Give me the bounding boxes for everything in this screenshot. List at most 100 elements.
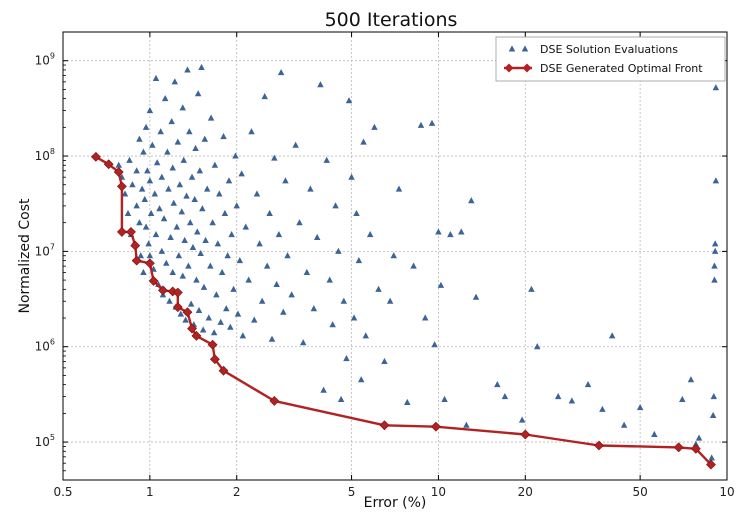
scatter-point	[534, 343, 541, 350]
scatter-point	[239, 332, 247, 339]
optimal-front-point	[148, 275, 159, 286]
scatter-point	[191, 195, 198, 203]
scatter-point	[518, 416, 526, 423]
plot-area	[62, 31, 728, 481]
scatter-point	[357, 376, 365, 383]
scatter-point	[258, 297, 266, 304]
scatter-series	[115, 63, 720, 466]
scatter-point	[141, 195, 148, 203]
scatter-point	[195, 306, 203, 313]
scatter-point	[310, 305, 318, 312]
y-axis-ticks: 105 106 107 108 109	[35, 31, 727, 481]
scatter-point	[136, 135, 143, 142]
x-tick-label: 5	[348, 485, 356, 499]
scatter-point	[245, 276, 252, 283]
scatter-point	[710, 392, 718, 400]
scatter-point	[263, 262, 271, 269]
legend-label-evaluations: DSE Solution Evaluations	[540, 43, 678, 56]
scatter-point	[178, 208, 186, 215]
scatter-point	[151, 190, 159, 197]
scatter-point	[390, 252, 397, 259]
scatter-point	[692, 440, 700, 447]
scatter-point	[528, 285, 535, 292]
scatter-point	[221, 209, 229, 216]
scatter-point	[431, 341, 438, 348]
optimal-front-point	[269, 396, 280, 406]
optimal-front-point	[113, 167, 124, 177]
legend: DSE Solution Evaluations DSE Generated O…	[495, 36, 726, 82]
scatter-point	[360, 138, 367, 145]
scatter-point	[568, 397, 576, 404]
scatter-point	[711, 240, 719, 247]
optimal-front-point	[126, 226, 136, 237]
scatter-point	[233, 202, 240, 209]
scatter-point	[192, 144, 199, 152]
scatter-point	[687, 376, 695, 383]
scatter-point	[317, 81, 324, 88]
x-axis-ticks: 0.5 1 2 5 10 20 50 10	[53, 32, 735, 499]
scatter-point	[126, 156, 133, 163]
optimal-front-point	[209, 354, 220, 365]
scatter-point	[428, 119, 436, 126]
scatter-point	[203, 185, 211, 192]
y-axis-label: Normalized Cost	[17, 198, 33, 313]
scatter-point	[207, 114, 215, 121]
scatter-point	[199, 326, 207, 333]
scatter-point	[181, 236, 188, 244]
scatter-point	[608, 332, 616, 339]
legend-box	[495, 36, 726, 82]
scatter-point	[163, 259, 170, 266]
scatter-point	[447, 230, 454, 238]
optimal-front-point	[187, 323, 197, 334]
scatter-point	[115, 161, 122, 168]
scatter-point	[220, 132, 227, 140]
scatter-point	[171, 78, 179, 85]
scatter-point	[599, 405, 606, 412]
optimal-front-point	[172, 287, 183, 298]
scatter-point	[410, 262, 417, 269]
scatter-point	[193, 276, 200, 283]
scatter-point	[184, 66, 191, 73]
scatter-point	[266, 209, 273, 216]
grid	[63, 32, 727, 480]
scatter-point	[199, 205, 206, 212]
scatter-point	[160, 215, 168, 222]
scatter-point	[124, 209, 132, 216]
scatter-point	[277, 69, 285, 76]
legend-triangle	[521, 45, 529, 52]
scatter-point	[197, 249, 204, 257]
optimal-front-point	[90, 151, 101, 162]
scatter-point	[214, 240, 222, 247]
scatter-point	[137, 252, 145, 259]
scatter-point	[375, 285, 382, 292]
scatter-point	[417, 121, 425, 128]
optimal-front-point	[191, 330, 202, 341]
scatter-point	[280, 308, 287, 315]
optimal-front-series	[90, 151, 716, 470]
scatter-point	[299, 339, 307, 346]
optimal-front-point	[379, 420, 390, 431]
scatter-point	[153, 159, 161, 166]
scatter-point	[230, 285, 237, 292]
scatter-point	[196, 167, 204, 174]
x-tick-label: 2	[233, 485, 241, 499]
scatter-point	[362, 332, 370, 339]
scatter-point	[164, 148, 171, 155]
scatter-point	[421, 314, 429, 321]
y-tick-label: 105	[35, 433, 55, 449]
scatter-point	[207, 262, 214, 269]
scatter-point	[165, 185, 172, 192]
scatter-point	[292, 141, 299, 148]
scatter-point	[166, 297, 173, 304]
scatter-point	[332, 202, 339, 209]
scatter-point	[202, 236, 209, 244]
scatter-point	[711, 262, 718, 269]
scatter-point	[169, 268, 176, 276]
scatter-point	[176, 181, 184, 188]
scatter-point	[329, 321, 336, 328]
scatter-point	[157, 128, 164, 135]
scatter-point	[145, 240, 152, 247]
y-tick-label: 109	[35, 52, 55, 68]
scatter-point	[174, 138, 182, 145]
scatter-point	[313, 233, 321, 240]
